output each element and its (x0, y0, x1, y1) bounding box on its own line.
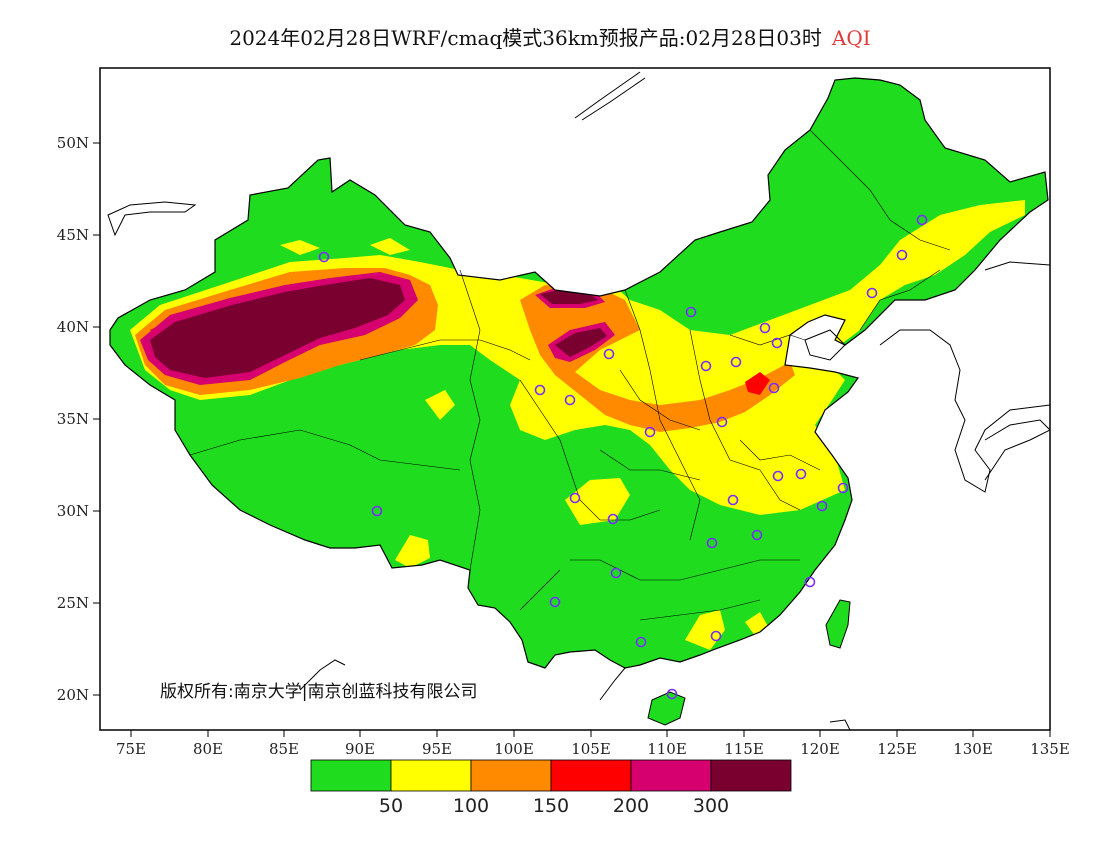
coastlines (107, 71, 1050, 730)
station-markers (318, 214, 928, 700)
legend-swatch-hazardous (710, 759, 792, 792)
japan-coast (984, 419, 1050, 481)
station-changchun[interactable] (896, 249, 908, 261)
aqi-yellow-sichuan (565, 478, 630, 525)
station-fuzhou[interactable] (804, 576, 816, 588)
legend-swatch-good (310, 759, 392, 792)
lat-axis: 50N 45N 40N 35N 30N 25N 20N (57, 134, 100, 704)
title-variable: AQI (831, 26, 871, 50)
lat-tick-label: 30N (57, 502, 89, 520)
legend-label: 300 (693, 795, 729, 817)
legend-swatch-very-unhealthy (630, 759, 712, 792)
lon-tick-label: 85E (269, 740, 299, 758)
station-lhasa[interactable] (371, 505, 383, 517)
legend-label: 100 (453, 795, 489, 817)
station-shenyang[interactable] (866, 287, 878, 299)
map-content: 版权所有:南京大学|南京创蓝科技有限公司 (107, 71, 1050, 730)
lon-tick-label: 130E (953, 740, 993, 758)
legend-swatch-unhealthy (550, 759, 632, 792)
lat-tick-label: 20N (57, 686, 89, 704)
aqi-darkred-tarim (150, 278, 405, 378)
province-borders (189, 129, 951, 621)
lon-tick-label: 95E (422, 740, 452, 758)
legend-swatch-sensitive (470, 759, 552, 792)
aqi-orange-central (520, 285, 795, 432)
lon-tick-label: 105E (571, 740, 611, 758)
station-jinan[interactable] (768, 382, 780, 394)
station-kunming[interactable] (549, 596, 561, 608)
station-haikou[interactable] (666, 688, 678, 700)
aqi-yellow-xinjiang-ne (370, 238, 410, 255)
lat-tick-label: 25N (57, 594, 89, 612)
lake-balkhash (107, 201, 197, 237)
station-nanning[interactable] (635, 636, 647, 648)
station-hefei[interactable] (772, 470, 784, 482)
aqi-yellow-xinjiang-n (280, 240, 320, 255)
station-changsha[interactable] (706, 537, 718, 549)
legend-label: 200 (613, 795, 649, 817)
lon-tick-label: 125E (877, 740, 917, 758)
bohai-coast (804, 329, 846, 361)
map-title: 2024年02月28日WRF/cmaq模式36km预报产品:02月28日03时 A… (0, 22, 1100, 51)
lat-tick-label: 40N (57, 318, 89, 336)
station-chengdu[interactable] (569, 492, 581, 504)
lon-tick-label: 120E (800, 740, 840, 758)
station-harbin[interactable] (916, 214, 928, 226)
station-shijiazhuang[interactable] (730, 356, 742, 368)
legend-label: 150 (533, 795, 569, 817)
korea-coast (879, 329, 1050, 493)
station-taiyuan[interactable] (700, 360, 712, 372)
hainan-island (647, 691, 686, 726)
aqi-contours (130, 200, 1025, 650)
lon-tick-label: 75E (116, 740, 146, 758)
station-urumqi[interactable] (318, 251, 330, 263)
station-tianjin[interactable] (771, 337, 783, 349)
aqi-yellow-qinghai (425, 390, 455, 420)
lat-tick-label: 45N (57, 226, 89, 244)
lon-tick-label: 100E (494, 740, 534, 758)
lon-axis: 75E 80E 85E 90E 95E 100E 105E 110E 115E … (116, 730, 1070, 758)
legend-label: 50 (379, 795, 403, 817)
station-nanjing[interactable] (795, 468, 807, 480)
lon-tick-label: 115E (724, 740, 764, 758)
aqi-legend: 50 100 150 200 300 (310, 759, 792, 817)
station-nanchang[interactable] (751, 529, 763, 541)
lon-tick-label: 135E (1030, 740, 1070, 758)
lat-tick-label: 50N (57, 134, 89, 152)
aqi-yellow-tibet (395, 535, 430, 568)
station-xining[interactable] (534, 384, 546, 396)
legend-swatch-moderate (390, 759, 472, 792)
station-wuhan[interactable] (727, 494, 739, 506)
station-chongqing[interactable] (607, 513, 619, 525)
station-shanghai[interactable] (837, 482, 849, 494)
station-beijing[interactable] (759, 322, 771, 334)
aqi-darkred-ningxia (555, 328, 607, 357)
copyright-text: 版权所有:南京大学|南京创蓝科技有限公司 (160, 682, 477, 702)
station-guiyang[interactable] (610, 567, 622, 579)
lake-baikal (574, 71, 641, 119)
lon-tick-label: 90E (345, 740, 375, 758)
station-yinchuan[interactable] (603, 348, 615, 360)
map-frame (99, 67, 1051, 731)
title-text: 2024年02月28日WRF/cmaq模式36km预报产品:02月28日03时 (229, 26, 822, 50)
station-guangzhou[interactable] (710, 630, 722, 642)
station-lanzhou[interactable] (564, 394, 576, 406)
taiwan-island (825, 599, 851, 649)
station-xian[interactable] (644, 426, 656, 438)
station-hangzhou[interactable] (816, 500, 828, 512)
lon-tick-label: 80E (193, 740, 223, 758)
lat-tick-label: 35N (57, 410, 89, 428)
station-zhengzhou[interactable] (716, 416, 728, 428)
aqi-red-hotspot (745, 372, 770, 395)
station-hohhot[interactable] (685, 306, 697, 318)
lon-tick-label: 110E (647, 740, 687, 758)
